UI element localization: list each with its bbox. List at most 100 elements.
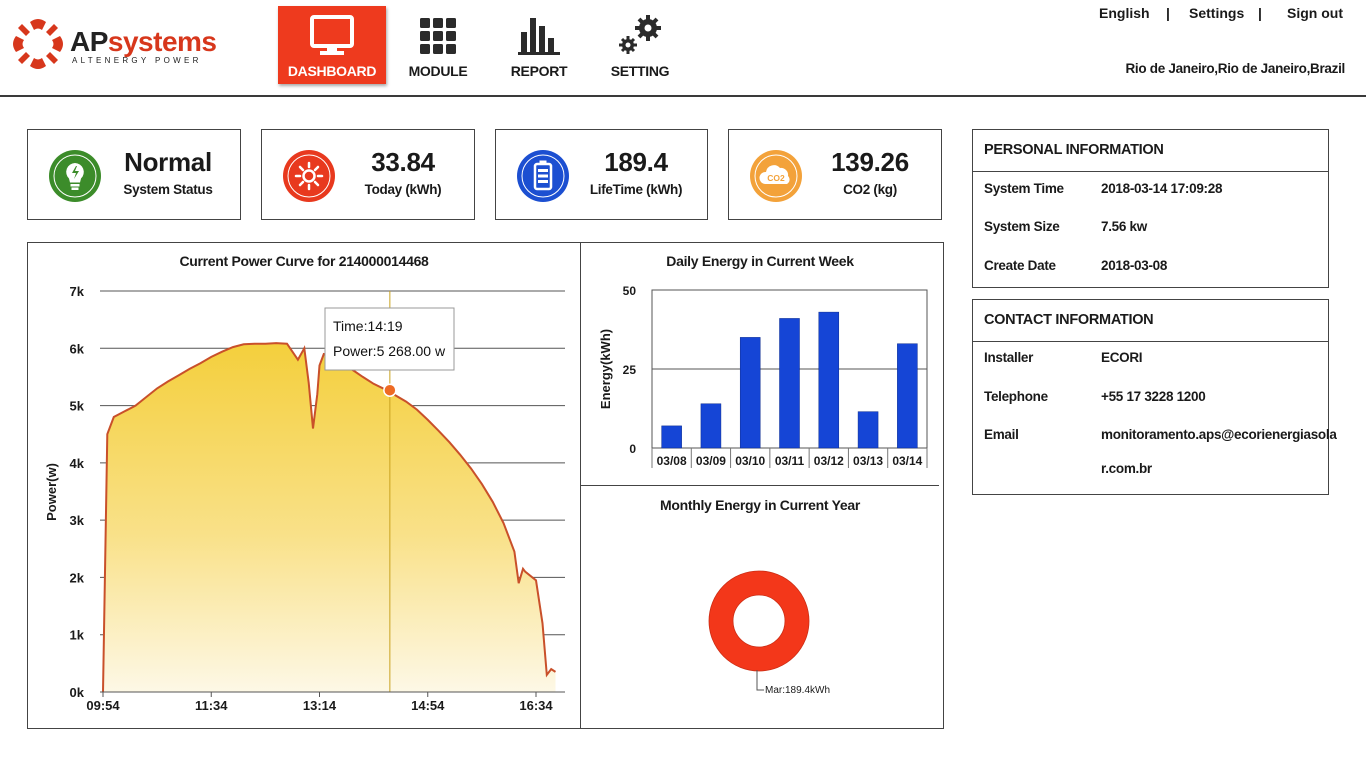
nav-report[interactable]: REPORT [485, 6, 593, 84]
daily-y-tick-label: 50 [623, 284, 637, 298]
power-y-tick-label: 0k [70, 685, 85, 700]
charts-divider [580, 242, 581, 729]
power-x-tick-label: 14:54 [411, 698, 445, 713]
today-energy-value: 33.84 [371, 147, 435, 177]
contact-information-panel: CONTACT INFORMATION Installer ECORI Tele… [972, 299, 1337, 495]
monthly-energy-chart[interactable]: Mar:189.4kWh [582, 520, 938, 720]
power-y-axis-label: Power(w) [44, 463, 59, 521]
location-text: Rio de Janeiro,Rio de Janeiro,Brazil [1125, 61, 1345, 76]
lifetime-energy-value: 189.4 [604, 147, 668, 177]
settings-link[interactable]: Settings [1189, 5, 1245, 21]
power-area [103, 343, 556, 692]
brand-tagline: ALTENERGY POWER [72, 56, 202, 65]
apsystems-logo[interactable]: APsystems ALTENERGY POWER [8, 14, 238, 74]
installer-label: Installer [984, 350, 1034, 365]
language-link[interactable]: English [1099, 5, 1150, 21]
top-header: APsystems ALTENERGY POWER DASHBOARD MODU… [0, 0, 1366, 97]
email-value[interactable]: monitoramento.aps@ecorienergiasola [1101, 427, 1337, 442]
power-x-tick-label: 16:34 [519, 698, 553, 713]
system-size-label: System Size [984, 219, 1060, 234]
daily-energy-chart[interactable]: 0 25 50 03/08 03/09 03/10 03/11 03/12 03/13 03/14… [582, 280, 938, 476]
power-curve-chart[interactable]: 0k 1k 2k 3k 4k 5k 6k 7k 09:54 11:34 13:14 14:54 16:3… [28, 272, 580, 722]
nav-module-label: MODULE [408, 63, 468, 79]
top-links: English | Settings | Sign out [1090, 5, 1350, 25]
monthly-pie-outline [708, 570, 810, 672]
power-x-tick-label: 13:14 [303, 698, 337, 713]
daily-energy-bar[interactable] [857, 411, 879, 449]
email-label: Email [984, 427, 1019, 442]
daily-x-tick-label: 03/14 [892, 454, 922, 468]
monitor-icon [310, 15, 354, 55]
co2-value: 139.26 [831, 147, 909, 177]
contact-information-heading: CONTACT INFORMATION [973, 300, 1328, 342]
sign-out-link[interactable]: Sign out [1287, 5, 1343, 21]
tooltip-point[interactable] [383, 383, 397, 397]
monthly-pie-slice[interactable] [709, 571, 809, 671]
power-y-tick-label: 4k [70, 456, 85, 471]
daily-x-tick-label: 03/08 [657, 454, 687, 468]
daily-y-tick-label: 25 [623, 363, 637, 377]
system-time-value: 2018-03-14 17:09:28 [1101, 181, 1223, 196]
personal-information-heading: PERSONAL INFORMATION [973, 130, 1328, 172]
bar-chart-icon [518, 18, 560, 55]
system-status-card: Normal System Status [27, 129, 241, 220]
gears-icon [619, 15, 661, 54]
charts-panel [27, 242, 944, 729]
sun-icon [283, 150, 335, 202]
power-y-tick-label: 2k [70, 570, 85, 585]
battery-icon [517, 150, 569, 202]
grid-icon [420, 18, 456, 54]
system-size-value: 7.56 kw [1101, 219, 1147, 234]
lifetime-energy-card: 189.4 LifeTime (kWh) [495, 129, 708, 220]
apsystems-logo-mark-icon [13, 19, 63, 69]
installer-value: ECORI [1101, 350, 1143, 365]
system-status-value: Normal [124, 147, 212, 177]
daily-energy-bar[interactable] [779, 318, 800, 449]
personal-information-panel: PERSONAL INFORMATION System Time 2018-03… [972, 129, 1329, 288]
brand-name-part1: AP [70, 26, 108, 57]
daily-x-tick-label: 03/13 [853, 454, 883, 468]
telephone-value[interactable]: +55 17 3228 1200 [1101, 389, 1206, 404]
brand-name: APsystems [70, 26, 217, 58]
lifetime-energy-label: LifeTime (kWh) [589, 182, 683, 197]
power-y-tick-label: 5k [70, 399, 85, 414]
power-y-tick-label: 7k [70, 284, 85, 299]
daily-x-tick-label: 03/10 [735, 454, 765, 468]
today-energy-label: Today (kWh) [364, 182, 442, 197]
nav-dashboard[interactable]: DASHBOARD [278, 6, 386, 84]
daily-x-tick-label: 03/09 [696, 454, 726, 468]
create-date-label: Create Date [984, 258, 1056, 273]
daily-x-tick-label: 03/12 [814, 454, 844, 468]
system-time-label: System Time [984, 181, 1064, 196]
daily-energy-bar[interactable] [897, 343, 918, 449]
daily-energy-bar[interactable] [818, 311, 840, 449]
create-date-value: 2018-03-08 [1101, 258, 1168, 273]
power-tooltip: Time:14:19 Power:5 268.00 w [324, 307, 455, 371]
daily-energy-title: Daily Energy in Current Week [666, 253, 854, 269]
brand-name-part2: systems [107, 26, 217, 57]
daily-energy-bar[interactable] [700, 403, 722, 449]
tooltip-time: Time:14:19 [333, 318, 403, 334]
link-separator: | [1166, 5, 1170, 21]
monthly-pie-outline [732, 594, 786, 648]
daily-energy-bar[interactable] [739, 337, 761, 449]
charts-divider [581, 485, 939, 486]
power-curve-title: Current Power Curve for 214000014468 [179, 253, 429, 269]
nav-report-label: REPORT [510, 63, 568, 79]
nav-setting-label: SETTING [610, 63, 670, 79]
power-x-tick-label: 09:54 [86, 698, 120, 713]
co2-icon-text: CO2 [767, 173, 785, 183]
telephone-label: Telephone [984, 389, 1048, 404]
pie-label-leader [756, 670, 764, 691]
power-x-tick-label: 11:34 [195, 698, 228, 713]
co2-cloud-icon: CO2 [750, 150, 802, 202]
power-y-tick-label: 1k [70, 628, 85, 643]
daily-energy-bar[interactable] [661, 425, 682, 449]
co2-card: CO2 139.26 CO2 (kg) [728, 129, 942, 220]
daily-x-tick-label: 03/11 [775, 454, 805, 468]
tooltip-power: Power:5 268.00 w [333, 343, 446, 359]
monthly-energy-title: Monthly Energy in Current Year [659, 497, 860, 513]
email-value-continued[interactable]: r.com.br [1101, 461, 1152, 476]
nav-setting[interactable]: SETTING [586, 6, 694, 84]
nav-module[interactable]: MODULE [384, 6, 492, 84]
